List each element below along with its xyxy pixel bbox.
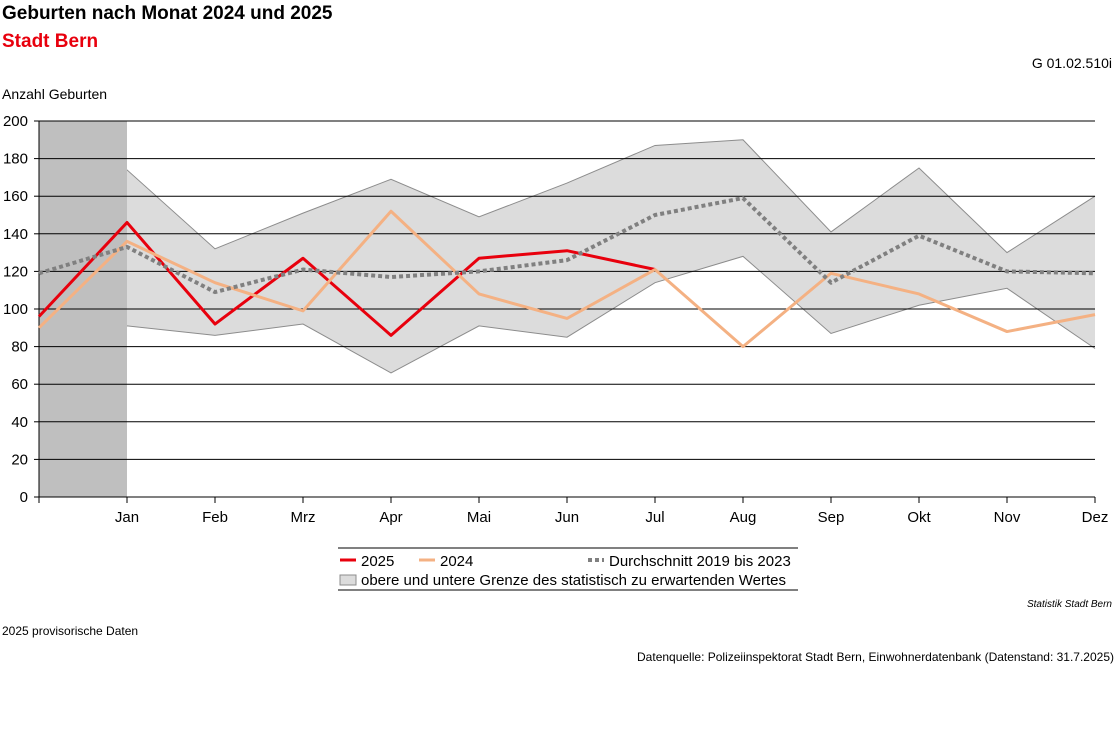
chart-code: G 01.02.510i bbox=[1031, 55, 1112, 71]
y-tick-label: 40 bbox=[11, 414, 28, 431]
y-tick-label: 200 bbox=[3, 113, 28, 130]
y-tick-label: 0 bbox=[20, 489, 28, 506]
source-text: Datenquelle: Polizeiinspektorat Stadt Be… bbox=[637, 650, 1114, 664]
y-tick-label: 80 bbox=[11, 339, 28, 356]
footnote-text: 2025 provisorische Daten bbox=[2, 624, 139, 638]
chart-subtitle: Stadt Bern bbox=[2, 31, 99, 52]
x-tick-label: Jan bbox=[115, 509, 139, 526]
y-tick-label: 60 bbox=[11, 376, 28, 393]
y-tick-label: 100 bbox=[3, 301, 28, 318]
x-tick-label: Mrz bbox=[291, 509, 316, 526]
x-tick-label: Nov bbox=[994, 509, 1021, 526]
x-tick-label: Dez bbox=[1082, 509, 1109, 526]
y-tick-label: 160 bbox=[3, 188, 28, 205]
chart-title: Geburten nach Monat 2024 und 2025 bbox=[2, 3, 333, 24]
y-tick-label: 120 bbox=[3, 263, 28, 280]
legend-label: obere und untere Grenze des statistisch … bbox=[361, 572, 786, 589]
series-line-average bbox=[38, 196, 1096, 295]
band-lower-edge bbox=[38, 255, 1096, 374]
y-axis-label: Anzahl Geburten bbox=[2, 86, 108, 102]
legend-label: 2025 bbox=[361, 553, 394, 570]
x-tick-label: Aug bbox=[730, 509, 757, 526]
x-tick-label: Jun bbox=[555, 509, 579, 526]
legend-swatch-band bbox=[339, 574, 357, 586]
x-tick-label: Feb bbox=[202, 509, 228, 526]
band-upper-edge bbox=[38, 139, 1096, 254]
x-tick-label: Okt bbox=[907, 509, 931, 526]
series-line-2025 bbox=[37, 221, 656, 337]
legend-label: Durchschnitt 2019 bis 2023 bbox=[609, 553, 791, 570]
legend-label: 2024 bbox=[440, 553, 473, 570]
expected-range-band bbox=[39, 139, 1095, 373]
series-line-2024 bbox=[37, 209, 1096, 349]
y-tick-label: 180 bbox=[3, 151, 28, 168]
x-tick-label: Mai bbox=[467, 509, 491, 526]
x-tick-label: Sep bbox=[818, 509, 845, 526]
y-tick-label: 20 bbox=[11, 451, 28, 468]
x-tick-label: Apr bbox=[379, 509, 402, 526]
y-tick-label: 140 bbox=[3, 226, 28, 243]
x-tick-label: Jul bbox=[645, 509, 664, 526]
credit-text: Statistik Stadt Bern bbox=[1026, 599, 1112, 610]
births-line-chart: 0 20 40 60 80 100 120 140 160 180 200 Jan Feb Mrz Apr M… bbox=[3, 113, 1109, 591]
